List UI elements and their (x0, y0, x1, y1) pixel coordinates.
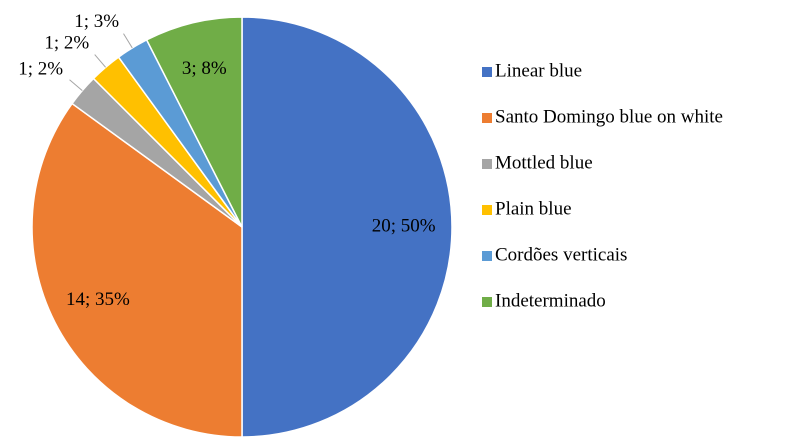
leader-line (69, 79, 83, 91)
legend-swatch (482, 297, 492, 307)
data-label: 1; 3% (74, 11, 119, 32)
pie-slice (241, 16, 453, 437)
legend-label: Plain blue (495, 198, 572, 219)
leader-line (94, 54, 106, 68)
legend-label: Linear blue (495, 60, 582, 81)
data-label: 20; 50% (372, 215, 436, 236)
legend-swatch (482, 205, 492, 215)
legend-swatch (482, 67, 492, 77)
legend-label: Mottled blue (495, 152, 593, 173)
pie-slice (31, 102, 243, 437)
legend-swatch (482, 251, 492, 261)
data-label: 3; 8% (182, 58, 227, 79)
legend-swatch (482, 113, 492, 123)
leader-line (123, 33, 133, 49)
data-label: 14; 35% (66, 289, 130, 310)
legend-label: Cordões verticais (495, 244, 627, 265)
legend-swatch (482, 159, 492, 169)
legend-label: Indeterminado (495, 290, 606, 311)
legend-label: Santo Domingo blue on white (495, 106, 723, 127)
data-label: 1; 2% (18, 59, 63, 80)
pie-slice (145, 16, 243, 228)
data-label: 1; 2% (44, 33, 89, 54)
